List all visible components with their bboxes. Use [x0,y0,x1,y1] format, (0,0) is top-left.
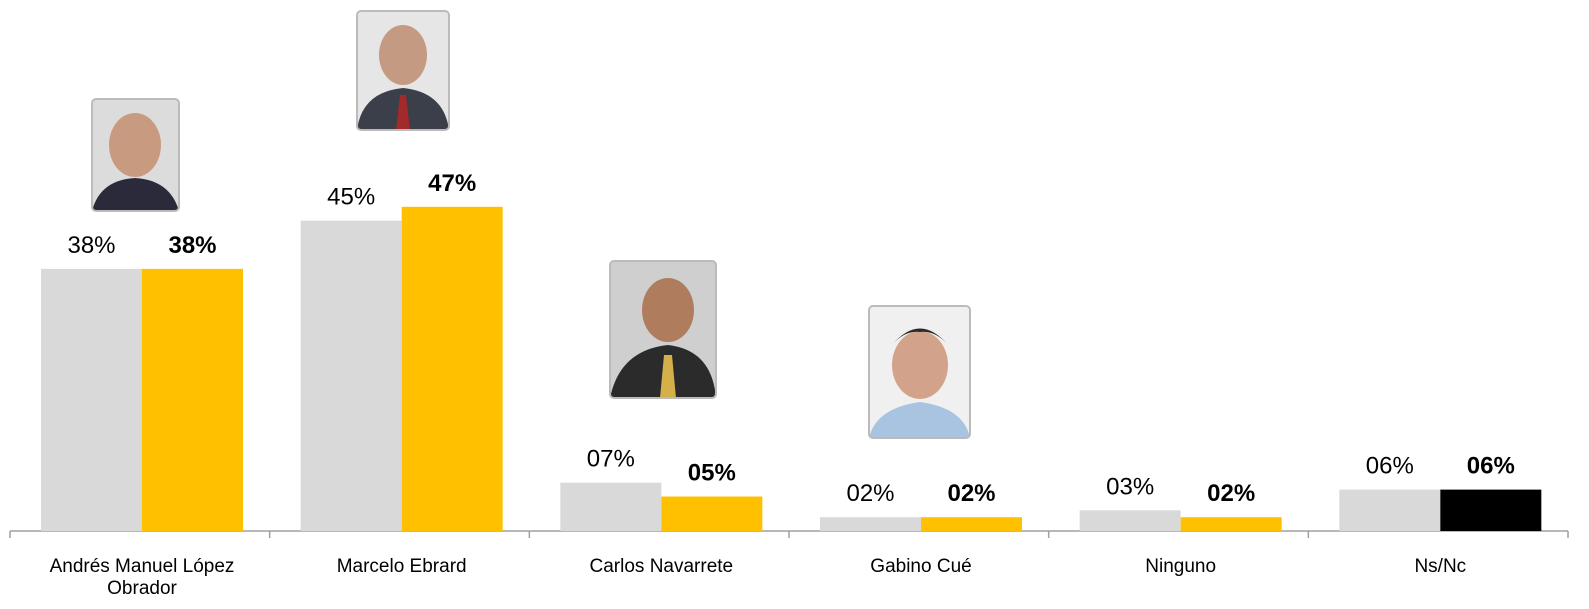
x-tick-label: Ns/Nc [1414,556,1467,577]
bar [1180,517,1282,531]
x-tick-label: Ninguno [1145,556,1217,577]
value-label: 02% [846,480,894,507]
value-label: 07% [587,446,635,473]
bar [661,496,763,531]
value-label: 38% [67,232,115,259]
photo-frame [609,260,717,399]
x-tick-label: Gabino Cué [870,556,972,577]
photo-frame [868,305,971,439]
value-label: 06% [1467,453,1515,480]
bar [300,220,402,531]
bar [1079,510,1181,531]
value-label: 05% [688,460,736,487]
photo-lopez-obrador [92,99,179,211]
value-label: 02% [1207,480,1255,507]
bar [560,482,662,531]
value-label: 45% [327,184,375,211]
bar [401,206,503,532]
value-label: 02% [947,480,995,507]
value-label: 03% [1106,473,1154,500]
photo-frame [356,10,450,131]
photo-navarrete [610,261,716,398]
photo-frame [91,98,180,212]
bar [142,268,243,531]
bar [820,517,921,531]
value-label: 06% [1366,453,1414,480]
bar [1440,489,1542,531]
photo-ebrard [357,11,449,130]
x-tick-label: Marcelo Ebrard [336,556,467,577]
x-tick-label: Andrés Manuel López Obrador [49,556,235,599]
photo-cue [869,306,970,438]
bar [41,268,142,531]
value-label: 47% [428,170,476,197]
x-tick-label: Carlos Navarrete [589,556,734,577]
bar [1339,489,1441,531]
bar [921,517,1022,531]
value-label: 38% [168,232,216,259]
